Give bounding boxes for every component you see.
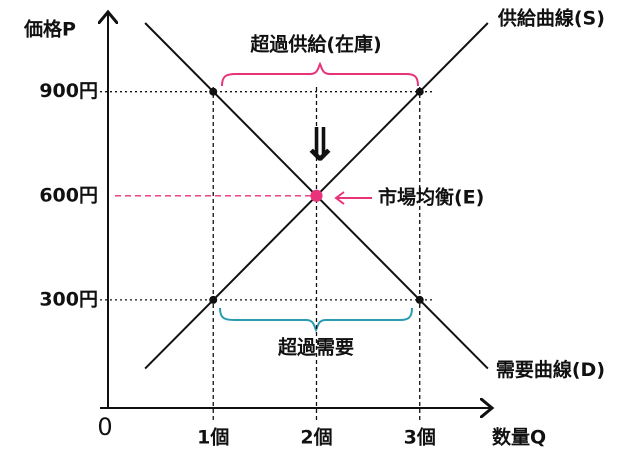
origin-label: 0 xyxy=(97,413,112,441)
y-tick-label: 300円 xyxy=(39,288,98,310)
equilibrium-pointer-head xyxy=(334,191,345,205)
equilibrium-label: 市場均衡(E) xyxy=(378,186,484,209)
data-point xyxy=(209,87,218,96)
line-extension xyxy=(419,22,489,93)
y-axis-label: 価格P xyxy=(23,18,76,41)
line-extension xyxy=(144,299,214,370)
annotation: ⇓ xyxy=(301,118,340,172)
x-tick-label: 2個 xyxy=(300,427,332,449)
line-extension xyxy=(419,299,489,370)
legend-label: 需要曲線(D) xyxy=(496,358,605,381)
line-extension xyxy=(144,22,214,93)
brace-top xyxy=(221,61,419,87)
y-tick-label: 600円 xyxy=(39,184,98,206)
equilibrium-point xyxy=(310,189,323,202)
data-point xyxy=(415,87,424,96)
legend-label: 供給曲線(S) xyxy=(497,6,605,29)
annotation: 超過需要 xyxy=(277,336,354,359)
x-tick-label: 3個 xyxy=(404,427,436,449)
x-tick-label: 1個 xyxy=(197,427,229,449)
annotation: 超過供給(在庫) xyxy=(249,33,381,56)
data-point xyxy=(415,295,424,304)
x-axis-label: 数量Q xyxy=(492,426,546,449)
y-tick-label: 900円 xyxy=(39,80,98,102)
brace-bottom xyxy=(219,307,413,333)
data-point xyxy=(209,295,218,304)
